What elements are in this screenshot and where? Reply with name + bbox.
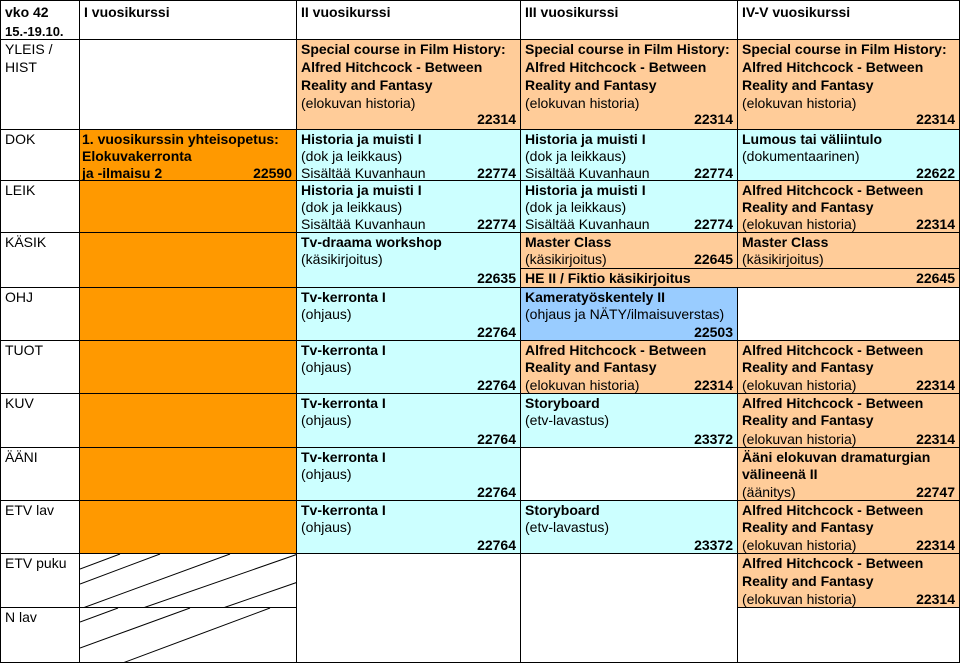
row-header-leik: LEIK [0, 180, 80, 233]
row-header-etv-puku: ETV puku [0, 553, 80, 608]
cell-ohj-year4-5 [737, 287, 960, 341]
week-dates: 15.-19.10. [5, 24, 64, 39]
row-header-ohj: OHJ [0, 287, 80, 341]
course-code: 22645 [916, 270, 955, 286]
course-historia-leik-year3: Historia ja muisti I (dok ja leikkaus) S… [520, 180, 738, 233]
column-header-year2: II vuosikurssi [296, 0, 521, 40]
course-code: 22764 [477, 484, 516, 500]
course-hitchcock-etv-puku-year4-5: Alfred Hitchcock - Between Reality and F… [737, 553, 960, 608]
cell-etv-lav-year1 [79, 500, 297, 554]
course-hitchcock-tuot-year3: Alfred Hitchcock - Between Reality and F… [520, 340, 738, 394]
row-header-n-lav: N lav [0, 607, 80, 663]
course-hitchcock-special-year2: Special course in Film History: Alfred H… [296, 39, 521, 130]
course-historia-leik-year2: Historia ja muisti I (dok ja leikkaus) S… [296, 180, 521, 233]
cell-kuv-year1 [79, 393, 297, 448]
course-code: 22747 [916, 484, 955, 500]
course-code: 22314 [916, 216, 955, 232]
week-corner-cell: vko 42 15.-19.10. [0, 0, 80, 40]
diagonal-hatch-pattern [80, 608, 271, 662]
course-code: 22314 [694, 377, 733, 393]
course-code: 22774 [694, 165, 733, 181]
course-code: 22764 [477, 377, 516, 393]
course-hitchcock-tuot-year4-5: Alfred Hitchcock - Between Reality and F… [737, 340, 960, 394]
course-storyboard-kuv-year3: Storyboard (etv-lavastus) 23372 [520, 393, 738, 448]
row-header-aani: ÄÄNI [0, 447, 80, 501]
course-code: 22764 [477, 324, 516, 340]
course-code: 22645 [694, 251, 733, 267]
row-header-kuv: KUV [0, 393, 80, 448]
course-code: 22503 [694, 324, 733, 340]
column-header-year1: I vuosikurssi [79, 0, 297, 40]
course-hitchcock-kuv-year4-5: Alfred Hitchcock - Between Reality and F… [737, 393, 960, 448]
column-header-year4-5: IV-V vuosikurssi [737, 0, 960, 40]
course-code: 22314 [694, 111, 733, 127]
cell-kasik-year1 [79, 232, 297, 288]
row-header-kasik: KÄSIK [0, 232, 80, 288]
course-code: 22314 [916, 431, 955, 447]
cell-tuot-year1 [79, 340, 297, 394]
course-code: 22764 [477, 537, 516, 553]
course-code: 22590 [253, 165, 292, 181]
course-tvkerronta-ohj-year2: Tv-kerronta I (ohjaus) 22764 [296, 287, 521, 341]
course-code: 22314 [916, 591, 955, 607]
course-master-class-year3: Master Class (käsikirjoitus) 22645 [520, 232, 738, 269]
row-header-tuot: TUOT [0, 340, 80, 394]
course-master-class-year4-5: Master Class (käsikirjoitus) [737, 232, 960, 269]
course-code: 22764 [477, 431, 516, 447]
course-historia-dok-year2: Historia ja muisti I (dok ja leikkaus) S… [296, 129, 521, 181]
course-code: 23372 [694, 537, 733, 553]
cell-n-lav-year4-5 [737, 607, 960, 663]
course-aani-dramaturgia-year4-5: Ääni elokuvan dramaturgian välineenä II … [737, 447, 960, 501]
course-lumous-year4-5: Lumous tai väliintulo (dokumentaarinen) … [737, 129, 960, 181]
cell-etv-puku-year3 [520, 553, 738, 663]
course-tvkerronta-tuot-year2: Tv-kerronta I (ohjaus) 22764 [296, 340, 521, 394]
week-label: vko 42 [5, 4, 49, 20]
course-tvdraama-year2: Tv-draama workshop (käsikirjoitus) 22635 [296, 232, 521, 288]
course-code: 22774 [477, 216, 516, 232]
course-kamera-year3: Kameratyöskentely II (ohjaus ja NÄTY/ilm… [520, 287, 738, 341]
course-he2-fiktio: HE II / Fiktio käsikirjoitus 22645 [520, 268, 960, 288]
course-code: 22314 [916, 537, 955, 553]
course-code: 22635 [477, 270, 516, 286]
cell-aani-year1 [79, 447, 297, 501]
row-header-dok: DOK [0, 129, 80, 181]
cell-ohj-year1 [79, 287, 297, 341]
course-storyboard-etv-year3: Storyboard (etv-lavastus) 23372 [520, 500, 738, 554]
course-hitchcock-special-year3: Special course in Film History: Alfred H… [520, 39, 738, 130]
course-hitchcock-leik-year4-5: Alfred Hitchcock - Between Reality and F… [737, 180, 960, 233]
course-code: 22314 [916, 377, 955, 393]
course-code: 22314 [916, 111, 955, 127]
column-header-year3: III vuosikurssi [520, 0, 738, 40]
course-tvkerronta-aani-year2: Tv-kerronta I (ohjaus) 22764 [296, 447, 521, 501]
course-code: 23372 [694, 431, 733, 447]
course-first-year-joint: 1. vuosikurssin yhteisopetus: Elokuvaker… [79, 129, 297, 181]
course-tvkerronta-kuv-year2: Tv-kerronta I (ohjaus) 22764 [296, 393, 521, 448]
course-historia-dok-year3: Historia ja muisti I (dok ja leikkaus) S… [520, 129, 738, 181]
course-hitchcock-special-year4-5: Special course in Film History: Alfred H… [737, 39, 960, 130]
cell-yleis-year1 [79, 39, 297, 130]
diagonal-hatch-pattern [80, 554, 296, 607]
cell-leik-year1 [79, 180, 297, 233]
course-code: 22622 [916, 165, 955, 181]
course-code: 22774 [477, 165, 516, 181]
cell-n-lav-year1-hatched [79, 607, 297, 663]
row-header-yleis-hist: YLEIS / HIST [0, 39, 80, 130]
course-code: 22314 [477, 111, 516, 127]
cell-etv-puku-year2 [296, 553, 521, 663]
course-hitchcock-etv-lav-year4-5: Alfred Hitchcock - Between Reality and F… [737, 500, 960, 554]
row-header-etv-lav: ETV lav [0, 500, 80, 554]
course-tvkerronta-etv-year2: Tv-kerronta I (ohjaus) 22764 [296, 500, 521, 554]
course-code: 22774 [694, 216, 733, 232]
cell-aani-year3 [520, 447, 738, 501]
cell-etv-puku-year1-hatched [79, 553, 297, 608]
